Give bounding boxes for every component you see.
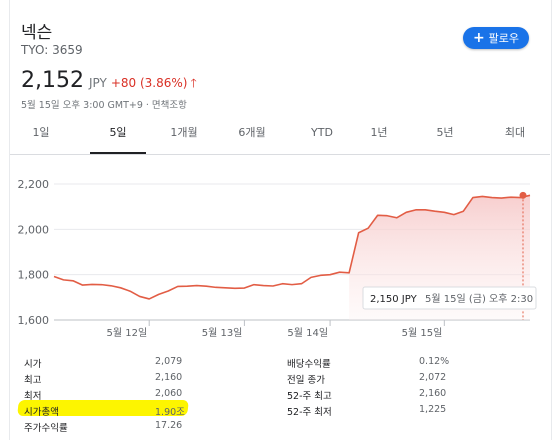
stat-label-52wk-high: 52-주 최고: [287, 391, 332, 402]
stat-value-dividend-yield: 0.12%: [419, 356, 450, 367]
stat-label-pe-ratio: 주가수익률: [24, 423, 68, 434]
tab-6m[interactable]: 6개월: [238, 126, 266, 139]
tab-1d[interactable]: 1일: [32, 126, 50, 139]
y-tick-label: 1,600: [18, 314, 50, 327]
stat-value-open: 2,079: [155, 356, 183, 367]
ticker-symbol: TYO: 3659: [21, 43, 83, 57]
currency: JPY: [88, 76, 107, 90]
company-name: 넥슨: [21, 23, 53, 43]
stat-label-dividend-yield: 배당수익률: [287, 359, 331, 370]
y-tick-label: 1,800: [18, 269, 50, 282]
y-tick-label: 2,000: [18, 223, 50, 236]
follow-button[interactable]: + 팔로우: [463, 27, 529, 49]
price-row: 2,152 JPY +80 (3.86%) 🡑: [21, 68, 197, 95]
tab-5d[interactable]: 5일: [90, 118, 146, 154]
up-arrow-icon: 🡑: [190, 76, 197, 90]
finance-card: [9, 0, 552, 440]
plus-icon: +: [472, 30, 485, 46]
stat-value-52wk-low: 1,225: [419, 404, 447, 415]
stat-value-low: 2,060: [155, 388, 183, 399]
tab-max[interactable]: 최대: [504, 126, 526, 139]
key-stats: 시가 2,079 최고 2,160 최저 2,060 시가총액 1.90조 주가…: [0, 352, 560, 440]
hover-point: [519, 191, 527, 199]
stat-label-open: 시가: [24, 359, 42, 370]
tab-ytd[interactable]: YTD: [311, 126, 333, 139]
stat-label-market-cap: 시가총액: [24, 407, 59, 418]
x-axis-labels: 5월 12일 5월 13일 5월 14일 5월 15일: [107, 327, 443, 339]
stat-label-prev-close: 전일 종가: [287, 375, 325, 386]
current-price: 2,152: [21, 68, 84, 93]
tab-1m[interactable]: 1개월: [170, 126, 198, 139]
stat-value-prev-close: 2,072: [419, 372, 447, 383]
stat-label-high: 최고: [24, 375, 42, 386]
tooltip-time: 5월 15일 (금) 오후 2:30: [425, 293, 533, 305]
stat-value-high: 2,160: [155, 372, 183, 383]
price-change: +80 (3.86%): [110, 76, 188, 90]
tooltip-price: 2,150 JPY: [370, 294, 418, 305]
price-chart[interactable]: 2,200 2,000 1,800 1,600 5월 12일 5월 13일 5월…: [0, 160, 560, 350]
stat-value-market-cap: 1.90조: [155, 407, 185, 418]
stat-label-low: 최저: [24, 391, 42, 402]
x-tick-label: 5월 15일: [402, 327, 443, 339]
y-tick-label: 2,200: [18, 178, 50, 191]
stat-value-pe-ratio: 17.26: [155, 420, 183, 431]
range-tabs: 1일 5일 1개월 6개월 YTD 1년 5년 최대: [10, 118, 550, 155]
x-tick-label: 5월 13일: [202, 327, 243, 339]
price-timestamp: 5월 15일 오후 3:00 GMT+9 · 면책조항: [21, 100, 187, 111]
x-tick-label: 5월 14일: [287, 327, 328, 339]
tab-5y[interactable]: 5년: [436, 126, 454, 139]
x-tick-label: 5월 12일: [107, 327, 148, 339]
follow-label: 팔로우: [488, 32, 520, 45]
series-line: [53, 194, 531, 300]
y-axis-labels: 2,200 2,000 1,800 1,600: [18, 178, 50, 327]
price-tooltip: 2,150 JPY 5월 15일 (금) 오후 2:30: [362, 286, 537, 310]
tab-1y[interactable]: 1년: [370, 126, 388, 139]
stat-label-52wk-low: 52-주 최저: [287, 407, 332, 418]
stat-value-52wk-high: 2,160: [419, 388, 447, 399]
